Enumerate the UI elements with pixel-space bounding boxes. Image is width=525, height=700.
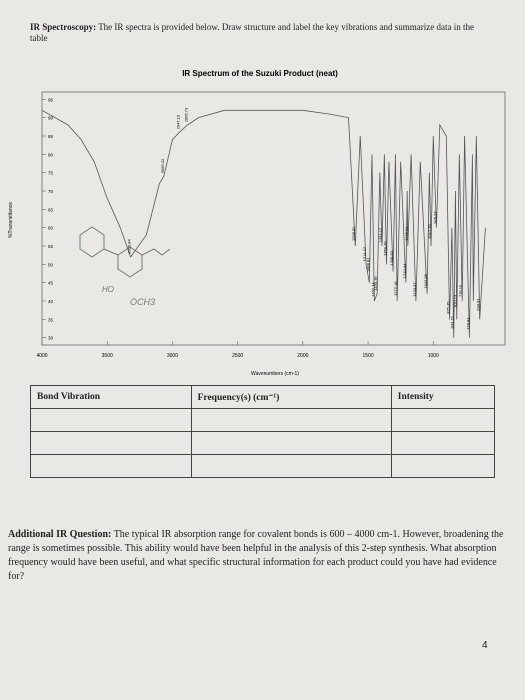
peak-label: 1514.97: [362, 246, 367, 261]
y-axis-label: %Transmittance: [8, 202, 14, 238]
table-cell[interactable]: [30, 431, 192, 455]
peak-label: 1210.44: [402, 263, 407, 278]
page-number: 4: [482, 640, 488, 651]
data-table: Bond Vibration Frequency(s) (cm⁻¹) Intensi…: [30, 385, 496, 478]
chart-title: IR Spectrum of the Suzuki Product (neat): [182, 69, 338, 78]
x-tick-label: 3500: [102, 353, 113, 359]
table-cell[interactable]: [190, 431, 392, 455]
peak-label: 1047.89: [423, 273, 428, 288]
peak-label: 2947.19: [175, 114, 180, 129]
handwritten-och3: OCH3: [130, 297, 155, 307]
table-cell[interactable]: [30, 408, 192, 432]
y-tick-label: 65: [48, 207, 54, 212]
peak-label: 723.91: [465, 317, 470, 330]
instructions-label: IR Spectroscopy:: [30, 22, 97, 32]
peak-label: 1430.36: [373, 276, 378, 291]
spectrum-line: [41, 109, 486, 338]
y-tick-label: 60: [48, 226, 54, 231]
y-tick-label: 55: [48, 244, 54, 249]
table-header: Bond Vibration: [30, 385, 192, 409]
peak-label: 3320.84: [127, 238, 132, 253]
y-tick-label: 90: [48, 116, 54, 121]
y-tick-label: 45: [48, 281, 54, 286]
y-tick-label: 95: [48, 97, 54, 102]
y-tick-label: 85: [48, 134, 54, 139]
additional-question: Additional IR Question: The typical IR a…: [8, 528, 508, 584]
handwritten-ho: HO: [102, 285, 114, 294]
x-tick-label: 2500: [232, 353, 243, 359]
x-tick-label: 4000: [36, 353, 47, 359]
table-cell[interactable]: [390, 454, 496, 478]
y-tick-label: 50: [48, 262, 54, 267]
ir-spectrum: IR Spectrum of the Suzuki Product (neat)…: [8, 69, 506, 377]
x-tick-label: 1000: [428, 353, 439, 359]
peak-label: 778.15: [458, 284, 463, 297]
x-tick-label: 3000: [167, 353, 178, 359]
table-cell[interactable]: [390, 408, 496, 432]
x-axis-label: Wavenumbers (cm-1): [251, 371, 299, 377]
table-cell[interactable]: [190, 408, 392, 432]
peak-label: 1195.21: [404, 226, 409, 241]
peak-label: 3066.03: [160, 158, 165, 173]
y-tick-label: 80: [48, 152, 54, 157]
y-tick-label: 75: [48, 171, 54, 176]
handwritten-structure: [79, 226, 171, 278]
peak-label: 1598.82: [351, 226, 356, 241]
instructions: IR Spectroscopy: The IR spectra is provi…: [30, 22, 490, 44]
peak-label: 1308.92: [389, 250, 394, 265]
table-header: Frequency(s) (cm⁻¹): [190, 385, 392, 409]
peak-label: 875.35: [446, 301, 451, 314]
peak-label: 1017.76: [427, 223, 432, 238]
peak-label: 2885.73: [183, 107, 188, 122]
table-header: Intensity: [390, 385, 496, 409]
table-cell[interactable]: [190, 454, 392, 478]
peak-label: 976.27: [432, 211, 437, 224]
peak-label: 644.81: [476, 298, 481, 311]
peak-label: 1488.81: [366, 257, 371, 272]
peak-label: 820.73: [453, 294, 458, 307]
peak-label: 1277.18: [393, 281, 398, 296]
peak-label: 1452.14: [370, 282, 375, 297]
instructions-text: The IR spectra is provided below. Draw s…: [30, 22, 474, 43]
peak-label: 1393.17: [378, 227, 383, 242]
x-tick-label: 2000: [297, 353, 308, 359]
y-tick-label: 40: [48, 299, 54, 304]
question-label: Additional IR Question:: [8, 529, 112, 540]
y-tick-label: 30: [48, 336, 54, 341]
peak-label: 1359.79: [382, 241, 387, 256]
table-cell[interactable]: [30, 454, 192, 478]
y-tick-label: 35: [48, 317, 54, 322]
peak-label: 1133.37: [412, 282, 417, 297]
y-tick-label: 70: [48, 189, 54, 194]
plot-frame: [41, 91, 506, 346]
question-text: The typical IR absorption range for cova…: [8, 529, 504, 582]
peak-label: 843.79: [450, 315, 455, 328]
x-tick-label: 1500: [362, 353, 373, 359]
table-cell[interactable]: [390, 431, 496, 455]
